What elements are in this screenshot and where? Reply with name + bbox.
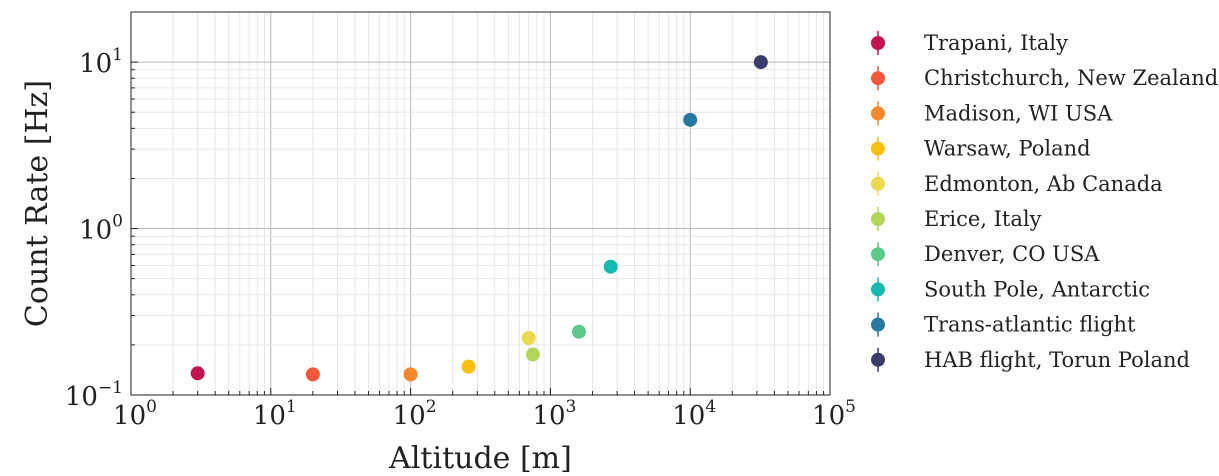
legend-entry: South Pole, Antarctic (871, 277, 1150, 302)
x-tick-label: 101 (253, 397, 297, 431)
legend-label: HAB flight, Torun Poland (924, 348, 1190, 372)
legend-marker (871, 247, 885, 262)
data-point (753, 55, 768, 70)
plot-frame (130, 11, 831, 396)
legend-label: Warsaw, Poland (924, 137, 1091, 161)
data-point (305, 367, 320, 382)
legend: Trapani, Italy Christchurch, New Zealand M… (871, 31, 1218, 372)
data-points (190, 55, 768, 382)
legend-entry: Christchurch, New Zealand (871, 66, 1218, 91)
legend-label: Trapani, Italy (924, 31, 1068, 55)
legend-entry: Trapani, Italy (871, 31, 1068, 55)
legend-entry: Madison, WI USA (871, 101, 1113, 126)
x-tick-label: 100 (113, 397, 157, 431)
legend-entry: Edmonton, Ab Canada (871, 171, 1163, 196)
x-tick-label: 104 (672, 397, 716, 431)
legend-marker (871, 176, 885, 191)
legend-label: Madison, WI USA (924, 101, 1113, 125)
legend-label: Edmonton, Ab Canada (924, 172, 1163, 196)
data-point (603, 259, 618, 274)
legend-label: Denver, CO USA (924, 242, 1100, 266)
data-point (190, 366, 205, 381)
data-point (683, 112, 698, 127)
legend-marker (871, 352, 885, 367)
y-tick-label: 101 (79, 45, 123, 79)
y-axis-label: Count Rate [Hz] (20, 80, 55, 327)
data-point (571, 324, 586, 339)
x-tick-label: 102 (393, 397, 437, 431)
legend-marker (871, 282, 885, 297)
y-tick-label: 100 (79, 212, 123, 246)
legend-marker (871, 212, 885, 226)
legend-marker (871, 36, 885, 50)
data-point (525, 347, 540, 362)
legend-entry: HAB flight, Torun Poland (871, 347, 1190, 372)
data-point (403, 367, 418, 382)
legend-label: South Pole, Antarctic (924, 277, 1150, 301)
legend-label: Erice, Italy (924, 207, 1042, 231)
x-tick-label: 105 (812, 397, 856, 431)
legend-marker (871, 141, 885, 156)
legend-marker (871, 317, 885, 332)
x-axis-label: Altitude [m] (388, 441, 572, 476)
y-tick-label: 10−1 (65, 378, 123, 412)
data-point (521, 331, 536, 346)
legend-entry: Denver, CO USA (871, 242, 1100, 267)
legend-label: Christchurch, New Zealand (924, 66, 1218, 90)
legend-label: Trans-atlantic flight (924, 313, 1136, 337)
legend-entry: Warsaw, Poland (871, 136, 1091, 161)
legend-entry: Trans-atlantic flight (871, 312, 1136, 337)
grid (130, 11, 830, 396)
legend-marker (871, 106, 885, 121)
legend-marker (871, 71, 885, 86)
x-tick-label: 103 (532, 397, 576, 431)
legend-entry: Erice, Italy (871, 207, 1042, 231)
data-point (461, 359, 476, 374)
